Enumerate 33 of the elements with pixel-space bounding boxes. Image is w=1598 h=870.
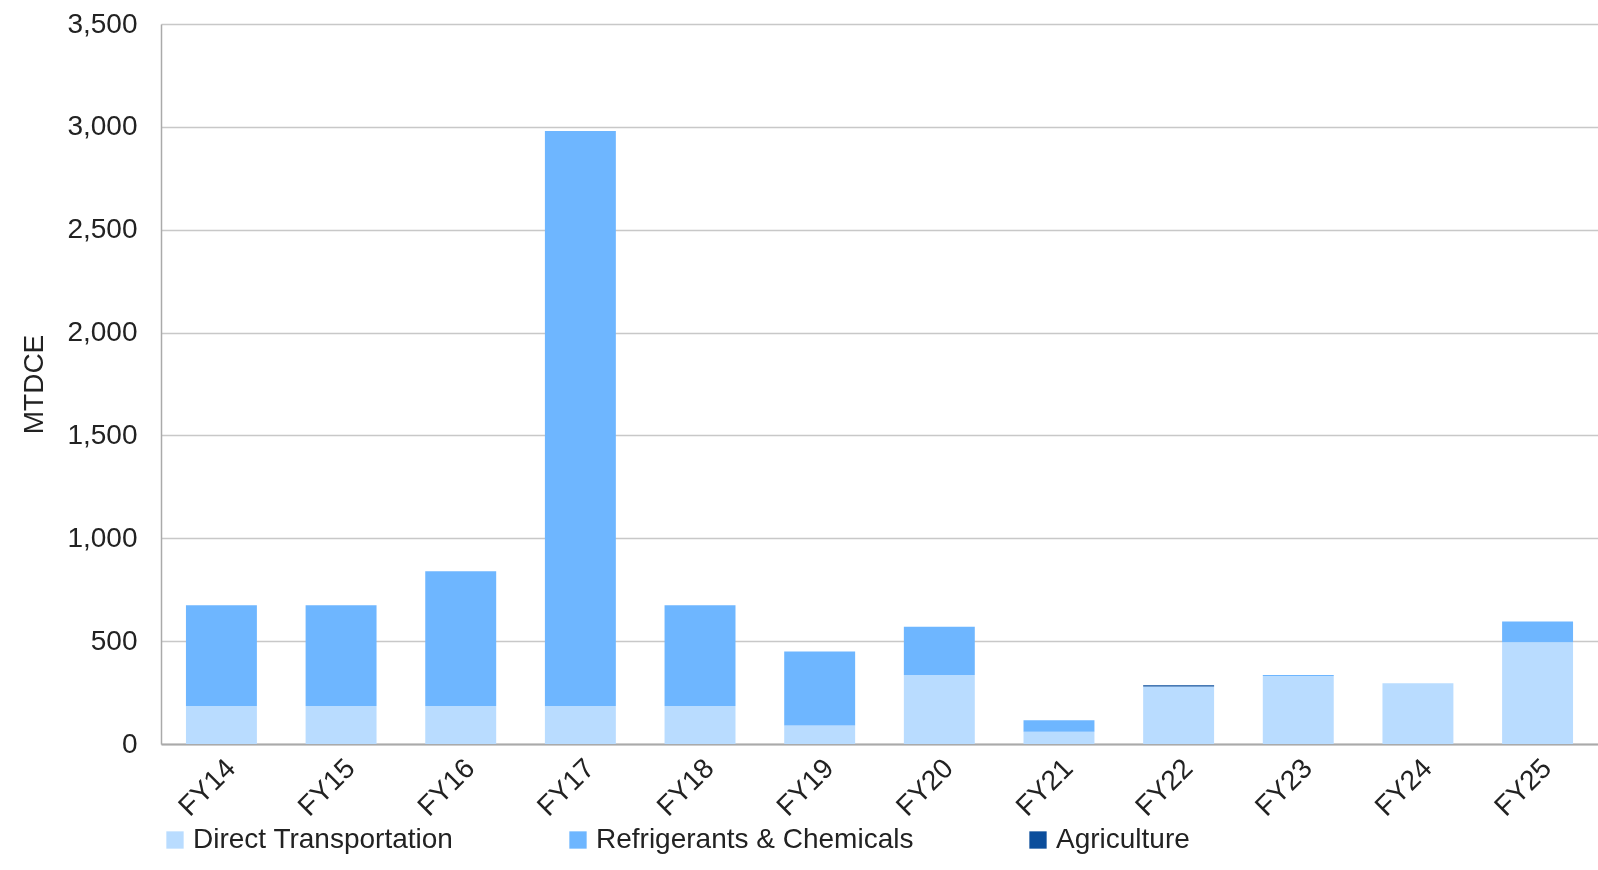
bar [1023,731,1095,744]
bar [1143,686,1215,744]
y-tick-label: 1,000 [67,521,138,553]
bar [305,705,377,744]
bar [185,705,257,744]
y-tick-label: 0 [121,727,138,759]
y-tick-label: 2,500 [67,213,138,245]
bar [544,130,616,706]
y-tick-label: 2,000 [67,316,138,348]
y-tick-label: 500 [90,624,138,656]
y-tick-label: 3,500 [67,7,138,39]
bar [784,651,856,726]
bar [1502,621,1574,643]
bar [903,675,975,744]
bar [544,705,616,744]
bar [903,626,975,676]
bar [185,605,257,706]
bar [784,725,856,744]
legend-label: Agriculture [1056,823,1190,854]
y-axis-title: MTDCE [18,334,50,435]
bar [664,705,736,744]
legend-label: Refrigerants & Chemicals [596,823,914,854]
bar [1382,683,1454,744]
bar [425,571,497,706]
y-tick-label: 1,500 [67,418,138,450]
y-tick-label: 3,000 [67,110,138,142]
bar [425,705,497,744]
bar [664,605,736,706]
bar [1023,720,1095,732]
legend-label: Direct Transportation [193,823,453,854]
bar [1262,676,1334,744]
bar [1502,642,1574,744]
bar [305,605,377,706]
